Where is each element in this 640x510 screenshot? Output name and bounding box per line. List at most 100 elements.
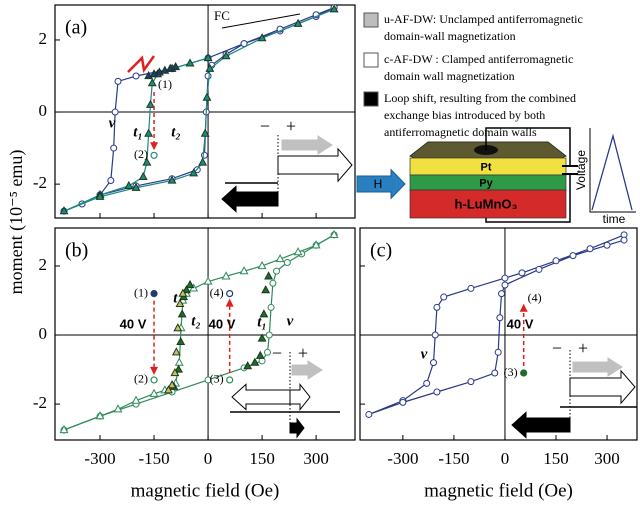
state-point [150,376,158,384]
series-label: v [109,115,116,131]
field-label: H [374,177,383,191]
legend-text: domain wall magnetization [384,69,515,83]
data-point [264,271,274,280]
data-point [107,177,115,185]
state-label: (4) [210,285,224,299]
wire [485,127,571,165]
legend-text: exchange bias introduced by both [384,108,545,122]
inset-sign: − [260,116,270,136]
data-point [124,180,134,190]
y-tick-label: 2 [39,255,48,274]
layer-label: h-LuMnO₃ [454,196,517,211]
inset-arrow [511,411,571,439]
x-tick-label: 0 [204,449,213,468]
data-point [491,369,499,377]
data-point [144,128,154,137]
series-label: v [421,346,428,362]
data-point [440,293,448,301]
x-tick-label: 300 [594,449,620,468]
data-point [132,72,140,80]
state-arrow-head [150,142,159,151]
data-point [501,274,509,282]
wire [485,175,571,223]
y-tick-label: 2 [39,29,48,48]
data-point [59,206,69,215]
state-point [226,376,234,384]
inset-arrow [289,382,311,412]
data-point [131,395,141,404]
layer-label: Py [479,177,493,189]
data-point [185,279,195,289]
legend-text: Loop shift, resulting from the combined [384,91,576,105]
inset-sign: − [272,343,282,363]
data-point [620,236,628,244]
lightning [127,55,156,74]
data-point [329,5,339,13]
state-label: (2) [134,147,148,161]
data-point [494,348,502,356]
data-point [171,61,181,71]
voltage-label: 40 V [209,316,236,331]
data-point [569,252,577,260]
data-point [171,347,181,356]
data-point [147,78,157,87]
data-point [113,404,123,413]
data-point [110,144,118,152]
data-point [259,309,269,318]
state-label: (1) [158,77,172,91]
inset-arrow [277,147,353,183]
data-point [261,285,271,294]
data-point [311,240,321,249]
data-point [433,303,441,311]
data-point [174,364,183,373]
panel-label: (a) [65,17,87,39]
data-point [467,284,475,292]
series-label: t₂ [171,124,180,140]
legend-text: antiferromagnetic domain walls [384,125,537,139]
data-point [164,385,173,394]
data-point [170,367,180,377]
y-tick-label: -2 [33,393,47,412]
data-point [265,331,273,339]
data-point [176,336,186,346]
data-point [95,191,105,200]
x-tick-label: -150 [138,449,169,468]
series-line [63,234,335,431]
legend-text: c-AF-DW : Clamped antiferromagnetic [384,52,573,66]
data-point [185,58,195,67]
state-label: (1) [134,285,148,299]
x-tick-label: 150 [249,449,275,468]
data-point [467,378,475,386]
data-point [205,63,215,72]
data-point [257,260,267,270]
y-tick-label: -2 [33,173,47,192]
data-point [203,52,213,62]
data-point [501,281,509,289]
legend-swatch [363,52,379,68]
x-tick-label: -300 [387,449,418,468]
legend-text: domain-wall magnetization [384,29,516,43]
state-arrow-head [150,366,159,375]
data-point [138,171,148,181]
inset-sign: + [298,343,308,363]
plot-area: − + FC v t₁ t₂ (1) (2) [59,5,353,215]
series-line [63,8,335,212]
data-point [496,314,504,322]
x-tick-label: 0 [501,449,510,468]
inset-arrow [572,357,623,377]
inset-sign: − [552,338,562,358]
time-axis-label: time [603,212,626,226]
data-point [142,157,152,166]
inset-arrow [356,168,406,200]
data-point [111,108,119,116]
state-point [150,290,158,298]
series-label: t₂ [191,313,200,329]
legend-swatch [363,12,379,28]
data-point [175,298,185,308]
x-axis-label: magnetic field (Oe) [424,480,573,501]
voltage-label: 40 V [507,316,534,331]
data-point [269,279,277,287]
data-point [204,376,212,384]
plot-area: − + v (4) (3) 40 V [365,231,637,439]
